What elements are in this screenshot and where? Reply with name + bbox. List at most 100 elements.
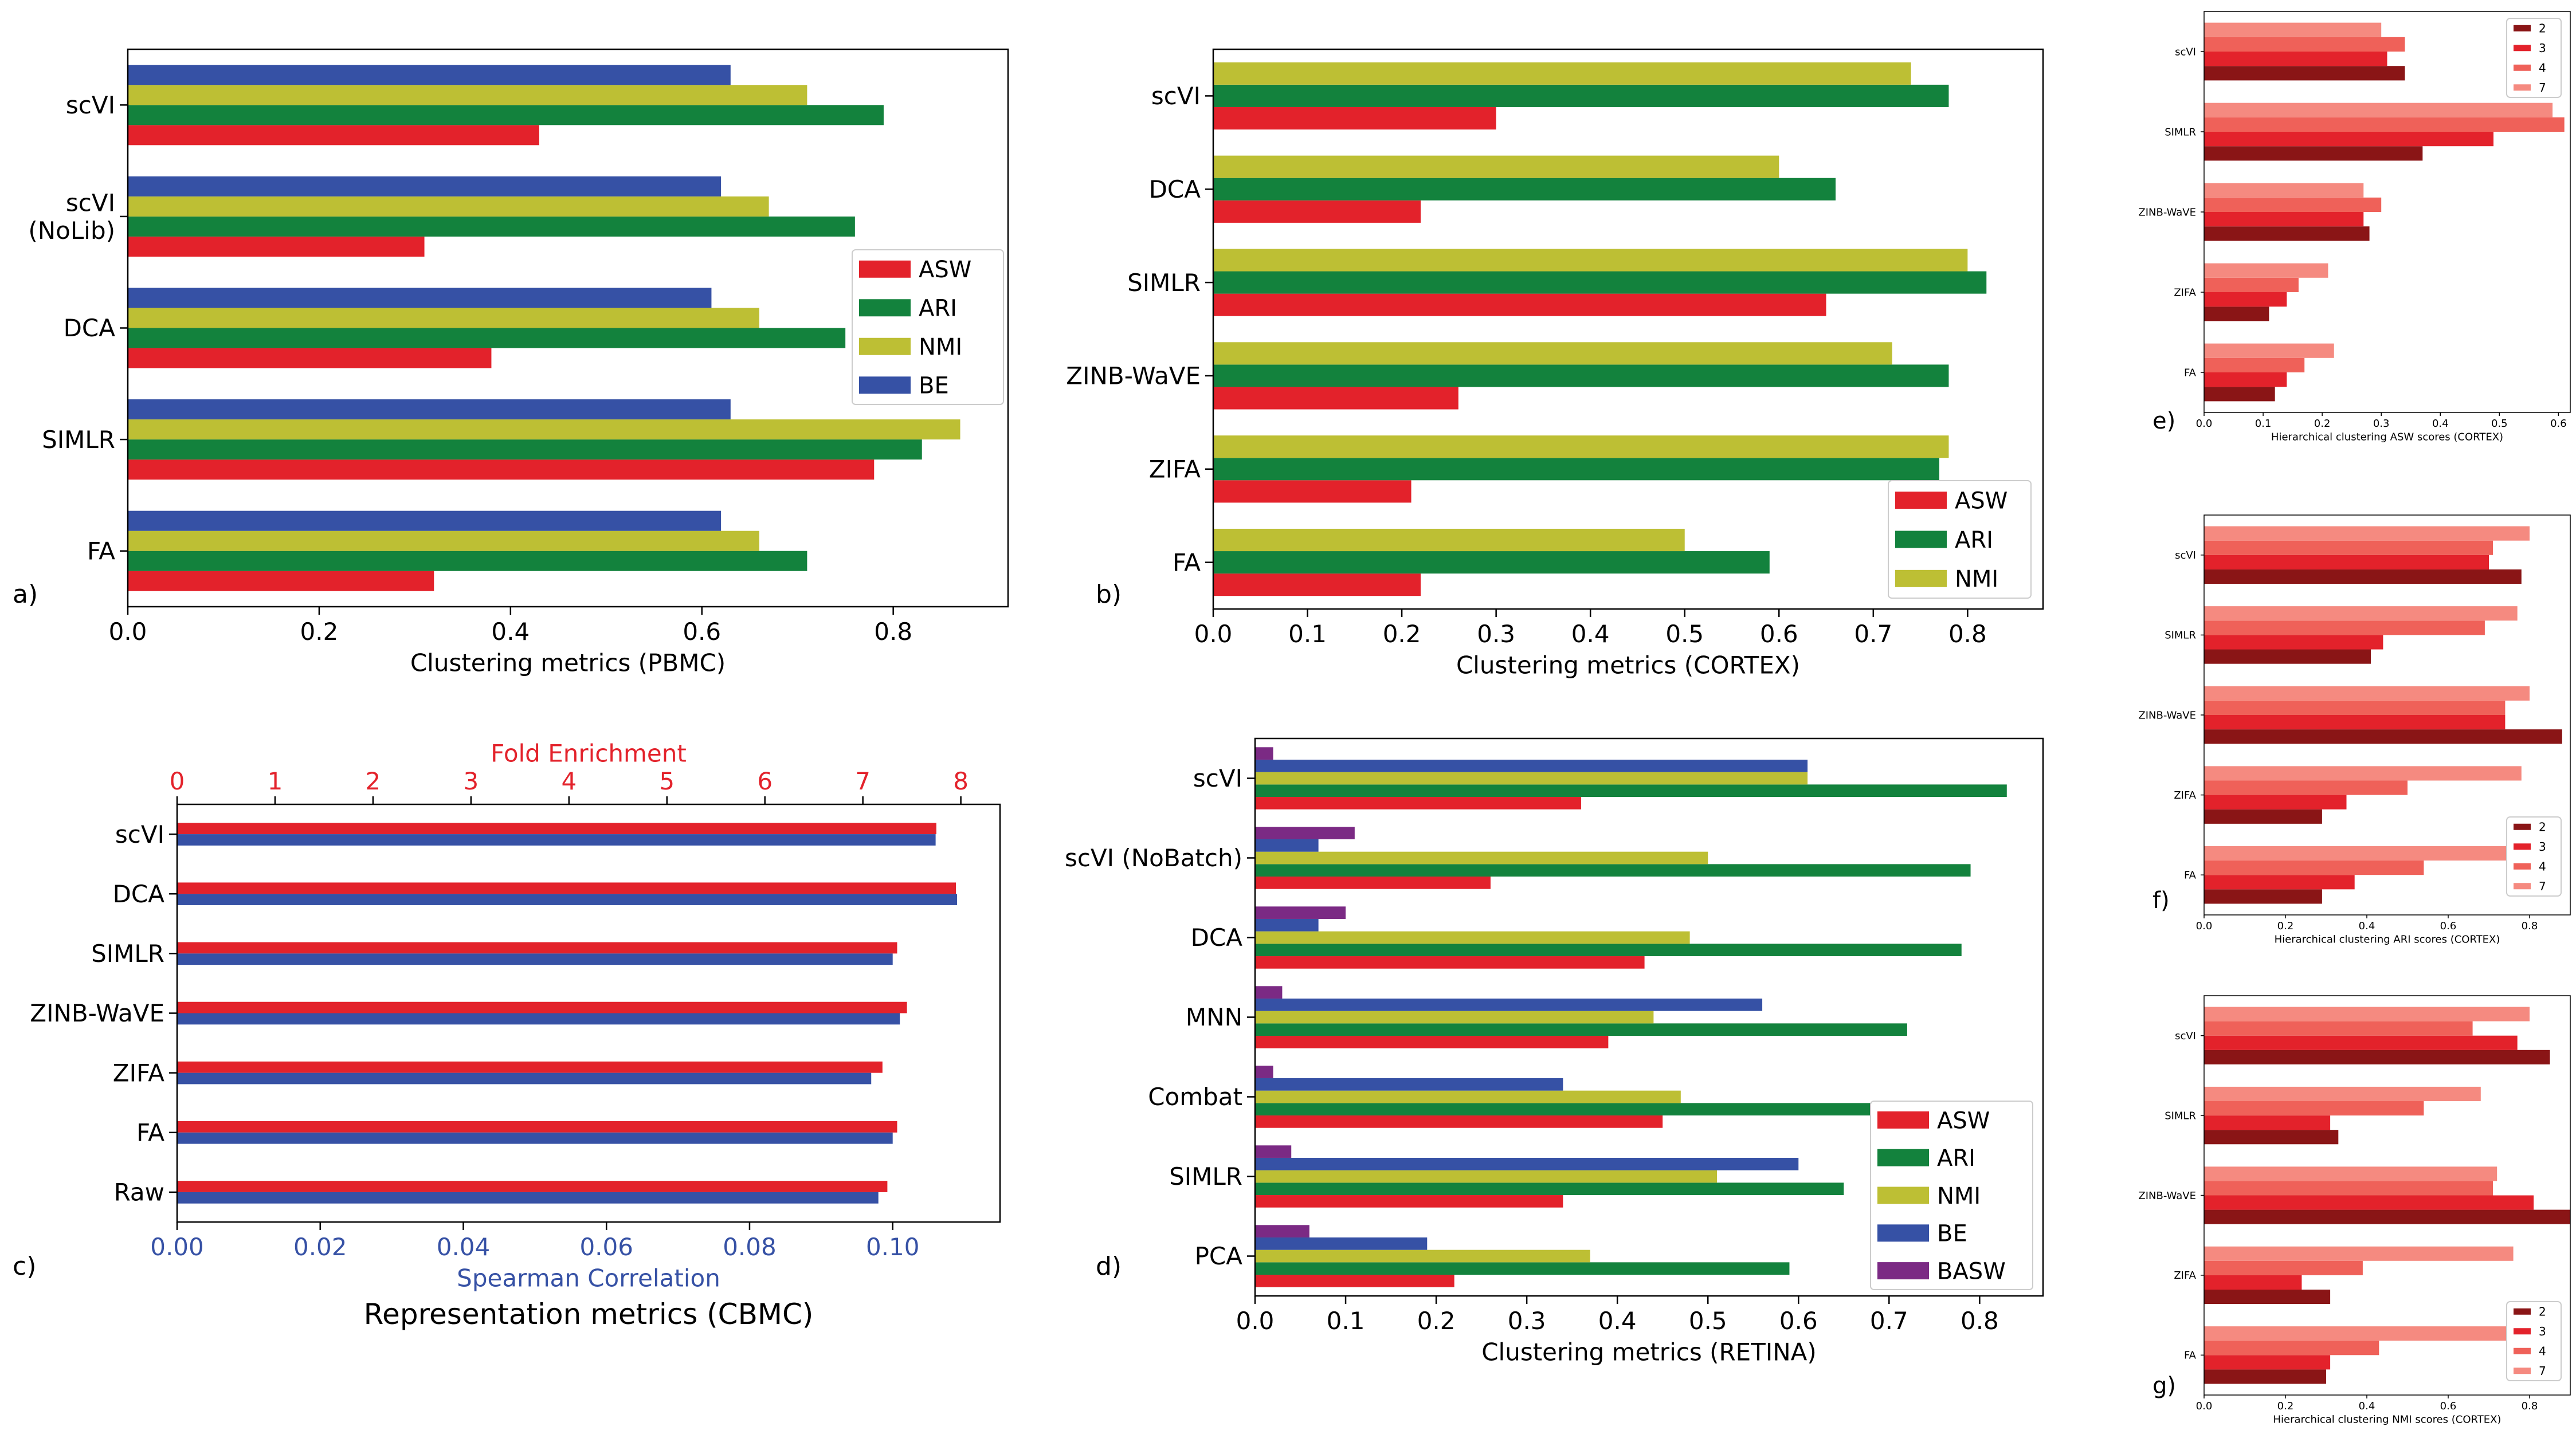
bar-ari-6 [1255,1262,1790,1275]
bar-4-3 [2204,780,2408,795]
legend: 2 3 4 7 [2506,1301,2562,1381]
x-tick-label: 0.2 [2277,1400,2294,1412]
x-tick-label: 0.2 [300,618,339,646]
bar-3-4 [2204,875,2355,890]
x-tick-label: 0.3 [1508,1307,1546,1335]
legend-box [1888,480,2032,599]
bar-basw-2 [1255,906,1346,919]
bar-7-4 [2204,343,2334,358]
bar-be-6 [1255,1237,1428,1250]
bar-2-2 [2204,1209,2570,1224]
bar-spearman-6 [177,1192,879,1204]
bar-2-3 [2204,307,2269,321]
x-tick-label: 0.10 [866,1233,920,1261]
bar-nmi-4 [1255,1090,1681,1103]
legend-label: 4 [2539,1344,2546,1358]
x-tick-label: 0.7 [1854,620,1892,648]
bar-basw-5 [1255,1145,1292,1158]
legend-swatch-ari [1877,1149,1929,1166]
legend-label: ARI [919,296,957,322]
legend-box [852,249,1004,405]
x2-tick-label: 6 [757,767,773,795]
legend-swatch-basw [1877,1262,1929,1280]
bar-2-0 [2204,569,2522,584]
bar-be-2 [1255,918,1319,932]
legend-label: 2 [2539,1305,2546,1318]
bar-4-0 [2204,540,2493,555]
bar-be-0 [128,65,731,85]
bar-7-0 [2204,22,2382,37]
bar-3-3 [2204,292,2287,307]
bar-3-4 [2204,372,2287,387]
bar-nmi-5 [1213,528,1685,552]
panel-d: scVI scVI (NoBatch) DCA MNN Combat SIMLR PCA 0.… [1065,737,2044,1366]
x2-axis-label: Fold Enrichment [491,740,687,768]
y-tick-label: SIMLR [2165,1110,2196,1122]
bar-2-1 [2204,146,2423,161]
panel-a: scVI scVI (NoLib) DCA SIMLR FA 0.0 0.2 0.4 0.6 0.8… [13,48,1009,677]
bar-4-1 [2204,117,2565,132]
x-tick-label: 0.4 [2359,1400,2375,1412]
x-tick-label: 0.08 [723,1233,777,1261]
panel-label: b) [1096,580,1122,609]
panel-label: g) [2152,1373,2176,1399]
bar-spearman-5 [177,1132,893,1144]
x-tick-label: 0.4 [1598,1307,1637,1335]
bar-ari-0 [1213,84,1949,107]
x-tick-label: 0.8 [2522,920,2538,932]
legend-swatch-be [859,376,911,394]
y-tick-label: FA [1173,548,1201,576]
legend-swatch-7 [2514,84,2531,91]
bar-asw-4 [128,571,434,591]
bar-be-0 [1255,759,1808,772]
bar-spearman-3 [177,1013,900,1025]
bar-nmi-4 [128,531,759,551]
bar-asw-4 [1213,480,1411,503]
bar-asw-0 [1213,107,1496,130]
bar-fold-enrichment-2 [177,942,897,954]
x-tick-label: 0.3 [1477,620,1515,648]
y-tick-label: ZINB-WaVE [30,999,164,1027]
bar-2-4 [2204,1369,2326,1384]
x-tick-label: 0.0 [2196,1400,2213,1412]
legend-swatch-3 [2514,1328,2531,1335]
bar-4-4 [2204,357,2305,372]
y-tick-label: scVI [66,91,115,119]
legend: 2 3 4 7 [2506,816,2562,897]
bar-be-4 [128,510,722,531]
bar-ari-3 [1213,364,1949,387]
x-tick-label: 0.8 [2522,1400,2538,1412]
bar-2-2 [2204,226,2370,241]
legend-label: NMI [1937,1183,1981,1209]
x-tick-label: 0.6 [1760,620,1798,648]
bar-be-1 [128,176,722,197]
bar-basw-3 [1255,986,1283,999]
legend-label: 7 [2539,81,2546,95]
bar-asw-1 [128,236,425,257]
bar-4-4 [2204,1341,2379,1355]
legend-label: BE [919,373,949,399]
bar-3-1 [2204,132,2494,147]
bar-7-1 [2204,103,2553,117]
bar-3-2 [2204,715,2506,730]
legend-swatch-ari [1895,531,1947,548]
y-tick-label: SIMLR [42,426,115,454]
x-tick-label: 0.2 [2277,920,2294,932]
legend-swatch-4 [2514,1347,2531,1354]
legend-swatch-7 [2514,883,2531,890]
y-tick-label: scVI [2175,46,2196,58]
bar-nmi-5 [1255,1170,1718,1183]
panel-label: e) [2152,408,2175,434]
y-tick-label: ZIFA [2174,1270,2196,1282]
bar-be-4 [1255,1078,1563,1091]
bar-4-2 [2204,197,2382,212]
x-tick-label: 0.0 [2196,418,2213,430]
bar-spearman-1 [177,894,958,906]
x-tick-label: 0.0 [109,618,147,646]
x2-tick-label: 4 [561,767,577,795]
bar-2-3 [2204,1289,2331,1305]
x-tick-label: 0.6 [1779,1307,1818,1335]
legend-label: 2 [2539,820,2546,834]
x-axis-label: Hierarchical clustering ARI scores (CORT… [2275,933,2500,945]
